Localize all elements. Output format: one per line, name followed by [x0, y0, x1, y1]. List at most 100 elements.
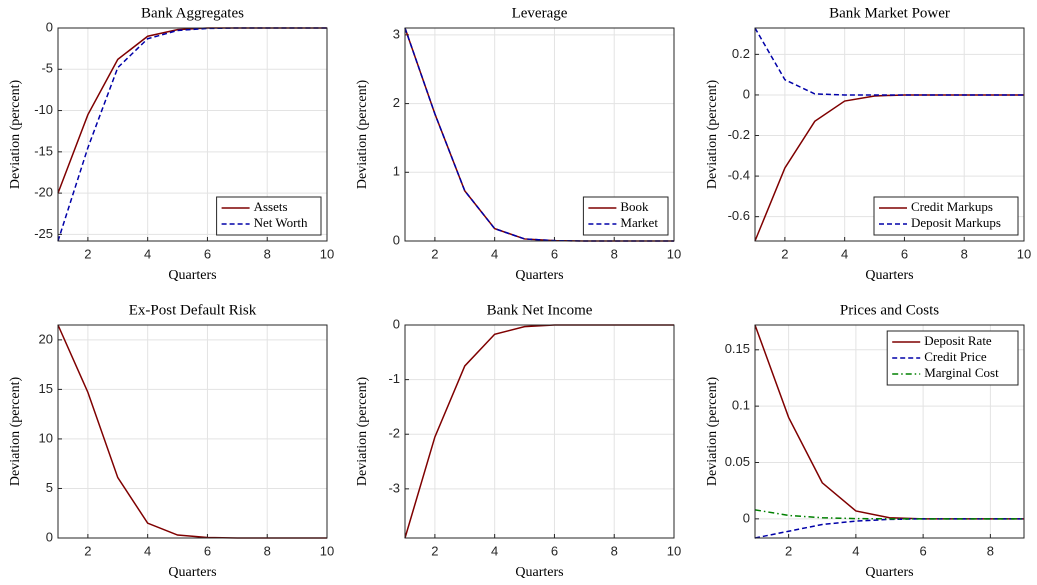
y-tick-label: 0 — [393, 316, 400, 331]
panel: Bank Net Income Quarters Deviation (percen… — [355, 302, 681, 580]
y-tick-label: 0.1 — [732, 398, 750, 413]
y-tick-label: -2 — [388, 426, 400, 441]
x-tick-label: 6 — [551, 543, 558, 558]
legend-box — [582, 196, 669, 236]
axes-frame — [404, 324, 675, 539]
x-axis-label: Quarters — [865, 565, 913, 580]
legend-label: Marginal Cost — [924, 365, 999, 380]
series-line — [754, 509, 1024, 520]
x-tick-label: 6 — [901, 246, 908, 261]
x-tick-label: 8 — [264, 543, 271, 558]
y-tick-label: -0.4 — [728, 168, 750, 183]
x-tick-label: 2 — [431, 246, 438, 261]
series-line — [754, 518, 1024, 539]
series-line — [404, 27, 674, 242]
x-tick-label: 6 — [204, 543, 211, 558]
legend-label: Credit Price — [924, 349, 987, 364]
x-tick-label: 4 — [852, 543, 859, 558]
legend-label: Assets — [254, 199, 288, 214]
y-axis-label: Deviation (percent) — [705, 80, 720, 190]
y-tick-label: 0 — [743, 510, 750, 525]
y-tick-label: 0.05 — [725, 454, 750, 469]
series-line — [754, 27, 1024, 96]
x-axis-label: Quarters — [865, 268, 913, 283]
y-axis-label: Deviation (percent) — [8, 377, 23, 487]
y-tick-label: 1 — [393, 164, 400, 179]
x-tick-label: 6 — [551, 246, 558, 261]
x-tick-label: 4 — [491, 246, 498, 261]
legend-label: Credit Markups — [911, 199, 993, 214]
y-tick-label: 10 — [39, 430, 53, 445]
legend-box — [886, 330, 1019, 386]
y-tick-label: 5 — [46, 480, 53, 495]
legend-box — [873, 196, 1019, 236]
panel: Ex-Post Default Risk Quarters Deviation (p… — [8, 302, 334, 580]
x-tick-label: 10 — [320, 246, 334, 261]
x-tick-label: 8 — [611, 246, 618, 261]
y-tick-label: -15 — [34, 143, 53, 158]
x-axis-label: Quarters — [515, 565, 563, 580]
chart-title: Prices and Costs — [840, 302, 939, 318]
x-tick-label: 4 — [144, 246, 151, 261]
x-tick-label: 2 — [781, 246, 788, 261]
y-tick-label: 0.15 — [725, 341, 750, 356]
y-axis-label: Deviation (percent) — [8, 80, 23, 190]
y-tick-label: 3 — [393, 26, 400, 41]
x-tick-label: 2 — [84, 246, 91, 261]
y-tick-label: 0 — [46, 529, 53, 544]
y-axis-label: Deviation (percent) — [355, 80, 370, 190]
legend-label: Net Worth — [254, 215, 308, 230]
y-tick-label: -25 — [34, 226, 53, 241]
y-tick-label: 2 — [393, 95, 400, 110]
axes-frame — [57, 27, 328, 242]
chart-title: Bank Market Power — [829, 5, 950, 21]
y-axis-label: Deviation (percent) — [705, 377, 720, 487]
x-tick-label: 10 — [667, 246, 681, 261]
x-tick-label: 2 — [84, 543, 91, 558]
legend-label: Deposit Rate — [924, 333, 992, 348]
y-tick-label: 15 — [39, 381, 53, 396]
axes-frame — [404, 27, 675, 242]
x-tick-label: 2 — [785, 543, 792, 558]
y-tick-label: 20 — [39, 331, 53, 346]
x-tick-label: 4 — [144, 543, 151, 558]
axes-frame — [57, 324, 328, 539]
x-tick-label: 2 — [431, 543, 438, 558]
y-tick-label: 0 — [743, 86, 750, 101]
x-axis-label: Quarters — [168, 565, 216, 580]
panel: Bank Market Power Quarters Deviation (perc… — [705, 5, 1031, 283]
series-line — [57, 324, 327, 539]
x-tick-label: 10 — [667, 543, 681, 558]
chart-title: Bank Net Income — [487, 302, 593, 318]
axes-frame — [754, 324, 1025, 539]
legend-box — [216, 196, 322, 236]
legend-label: Market — [620, 215, 658, 230]
x-tick-label: 8 — [987, 543, 994, 558]
x-axis-label: Quarters — [515, 268, 563, 283]
x-tick-label: 4 — [841, 246, 848, 261]
y-tick-label: 0 — [46, 19, 53, 34]
x-tick-label: 10 — [1017, 246, 1031, 261]
y-tick-label: -0.2 — [728, 127, 750, 142]
y-tick-label: -10 — [34, 102, 53, 117]
y-tick-label: -3 — [388, 480, 400, 495]
y-tick-label: -1 — [388, 371, 400, 386]
x-tick-label: 10 — [320, 543, 334, 558]
x-tick-label: 6 — [920, 543, 927, 558]
chart-title: Ex-Post Default Risk — [129, 302, 257, 318]
legend-label: Deposit Markups — [911, 215, 1001, 230]
y-tick-label: -0.6 — [728, 208, 750, 223]
legend-label: Book — [620, 199, 649, 214]
y-tick-label: 0.2 — [732, 46, 750, 61]
y-tick-label: -20 — [34, 185, 53, 200]
y-tick-label: 0 — [393, 232, 400, 247]
chart-title: Leverage — [512, 5, 568, 21]
panel: Prices and Costs Quarters Deviation (perce… — [705, 302, 1025, 580]
chart-title: Bank Aggregates — [141, 5, 244, 21]
axes-frame — [754, 27, 1025, 242]
x-tick-label: 8 — [611, 543, 618, 558]
x-tick-label: 4 — [491, 543, 498, 558]
y-tick-label: -5 — [41, 61, 53, 76]
x-tick-label: 8 — [961, 246, 968, 261]
